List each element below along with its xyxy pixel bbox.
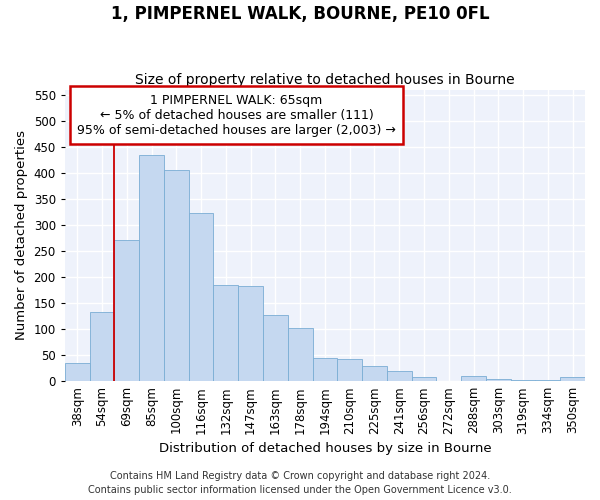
Bar xyxy=(89,312,115,381)
Bar xyxy=(188,214,214,381)
Bar xyxy=(560,377,585,381)
Title: Size of property relative to detached houses in Bourne: Size of property relative to detached ho… xyxy=(135,73,515,87)
Text: Contains HM Land Registry data © Crown copyright and database right 2024.
Contai: Contains HM Land Registry data © Crown c… xyxy=(88,471,512,495)
Bar xyxy=(313,358,337,381)
Bar xyxy=(337,359,362,381)
Bar xyxy=(387,371,412,381)
Bar xyxy=(511,380,535,381)
Y-axis label: Number of detached properties: Number of detached properties xyxy=(15,130,28,340)
Bar xyxy=(263,314,288,381)
Bar xyxy=(362,366,387,381)
Bar xyxy=(65,363,89,381)
Bar xyxy=(164,170,188,381)
Bar xyxy=(288,328,313,381)
Bar xyxy=(461,376,486,381)
Bar xyxy=(412,377,436,381)
Text: 1 PIMPERNEL WALK: 65sqm
← 5% of detached houses are smaller (111)
95% of semi-de: 1 PIMPERNEL WALK: 65sqm ← 5% of detached… xyxy=(77,94,396,137)
Bar xyxy=(486,378,511,381)
Bar xyxy=(214,285,238,381)
Bar xyxy=(238,286,263,381)
Bar xyxy=(115,240,139,381)
Text: 1, PIMPERNEL WALK, BOURNE, PE10 0FL: 1, PIMPERNEL WALK, BOURNE, PE10 0FL xyxy=(110,5,490,23)
Bar xyxy=(139,154,164,381)
Bar xyxy=(535,380,560,381)
X-axis label: Distribution of detached houses by size in Bourne: Distribution of detached houses by size … xyxy=(158,442,491,455)
